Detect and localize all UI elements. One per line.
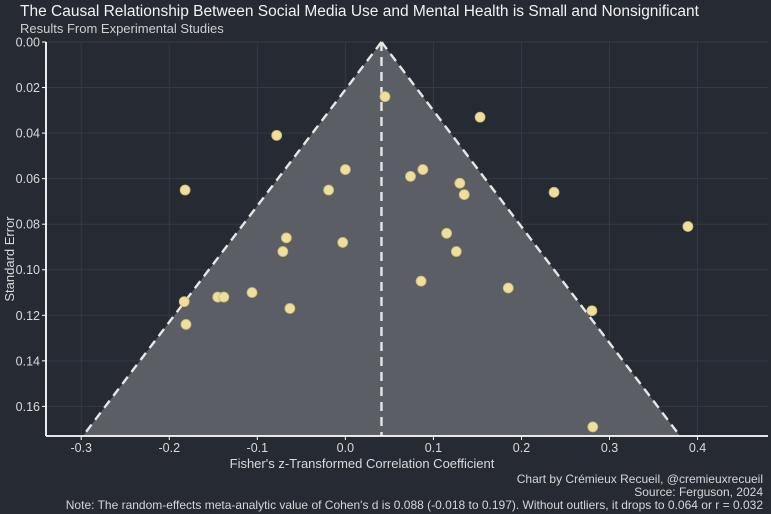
funnel-right-boundary	[380, 41, 681, 437]
x-axis-label: Fisher's z-Transformed Correlation Coeff…	[230, 456, 495, 471]
y-tick-label: 0.02	[16, 81, 40, 95]
data-points	[178, 91, 694, 433]
data-point	[441, 227, 453, 239]
data-point	[246, 287, 258, 298]
x-tick-label: -0.1	[247, 441, 269, 455]
data-point	[271, 129, 283, 141]
x-tick-label: -0.2	[158, 441, 180, 455]
data-point	[415, 275, 427, 287]
data-point	[502, 282, 514, 294]
data-point	[587, 421, 599, 433]
data-point	[458, 189, 470, 200]
note-text: Note: The random-effects meta-analytic v…	[65, 498, 763, 512]
data-point	[280, 232, 292, 244]
y-tick-label: 0.04	[16, 127, 40, 141]
y-tick-label: 0.08	[16, 218, 40, 232]
y-tick-label: 0.06	[16, 172, 40, 186]
data-point	[586, 305, 598, 317]
x-tick-label: 0.1	[425, 441, 442, 455]
data-point	[284, 303, 296, 314]
data-point	[277, 246, 289, 257]
data-point	[379, 91, 391, 103]
x-axis-ticks: -0.3 -0.2 -0.1 0.0 0.1 0.2 0.3 0.4	[70, 436, 706, 455]
x-tick-label: 0.2	[513, 441, 530, 455]
chart-subtitle: Results From Experimental Studies	[20, 21, 224, 36]
data-point	[682, 221, 694, 232]
x-tick-label: 0.0	[337, 441, 354, 455]
x-tick-label: 0.3	[601, 441, 618, 455]
y-axis-ticks: 0.00 0.02 0.04 0.06 0.08 0.10 0.12 0.14 0.16	[16, 36, 46, 414]
y-tick-label: 0.00	[16, 36, 40, 50]
data-point	[178, 296, 190, 308]
data-point	[474, 111, 486, 123]
x-tick-label: 0.4	[689, 441, 706, 455]
data-point	[417, 164, 429, 175]
data-point	[339, 164, 351, 175]
chart-title: The Causal Relationship Between Social M…	[20, 3, 699, 20]
data-point	[323, 184, 335, 196]
data-point	[450, 246, 462, 257]
funnel-left-boundary	[81, 41, 383, 437]
data-point	[337, 237, 349, 248]
data-point	[179, 184, 191, 196]
credit-text: Chart by Crémieux Recueil, @cremieuxrecu…	[516, 472, 763, 486]
y-tick-label: 0.12	[16, 309, 40, 323]
y-tick-label: 0.14	[16, 354, 40, 368]
y-tick-label: 0.16	[16, 400, 40, 414]
y-tick-label: 0.10	[16, 263, 40, 277]
data-point	[548, 186, 560, 198]
data-point	[454, 177, 466, 189]
y-axis-label: Standard Error	[2, 216, 17, 302]
data-point	[180, 319, 192, 330]
data-point	[218, 291, 230, 303]
source-text: Source: Ferguson, 2024	[634, 485, 763, 499]
data-point	[405, 170, 416, 182]
x-tick-label: -0.3	[70, 441, 92, 455]
